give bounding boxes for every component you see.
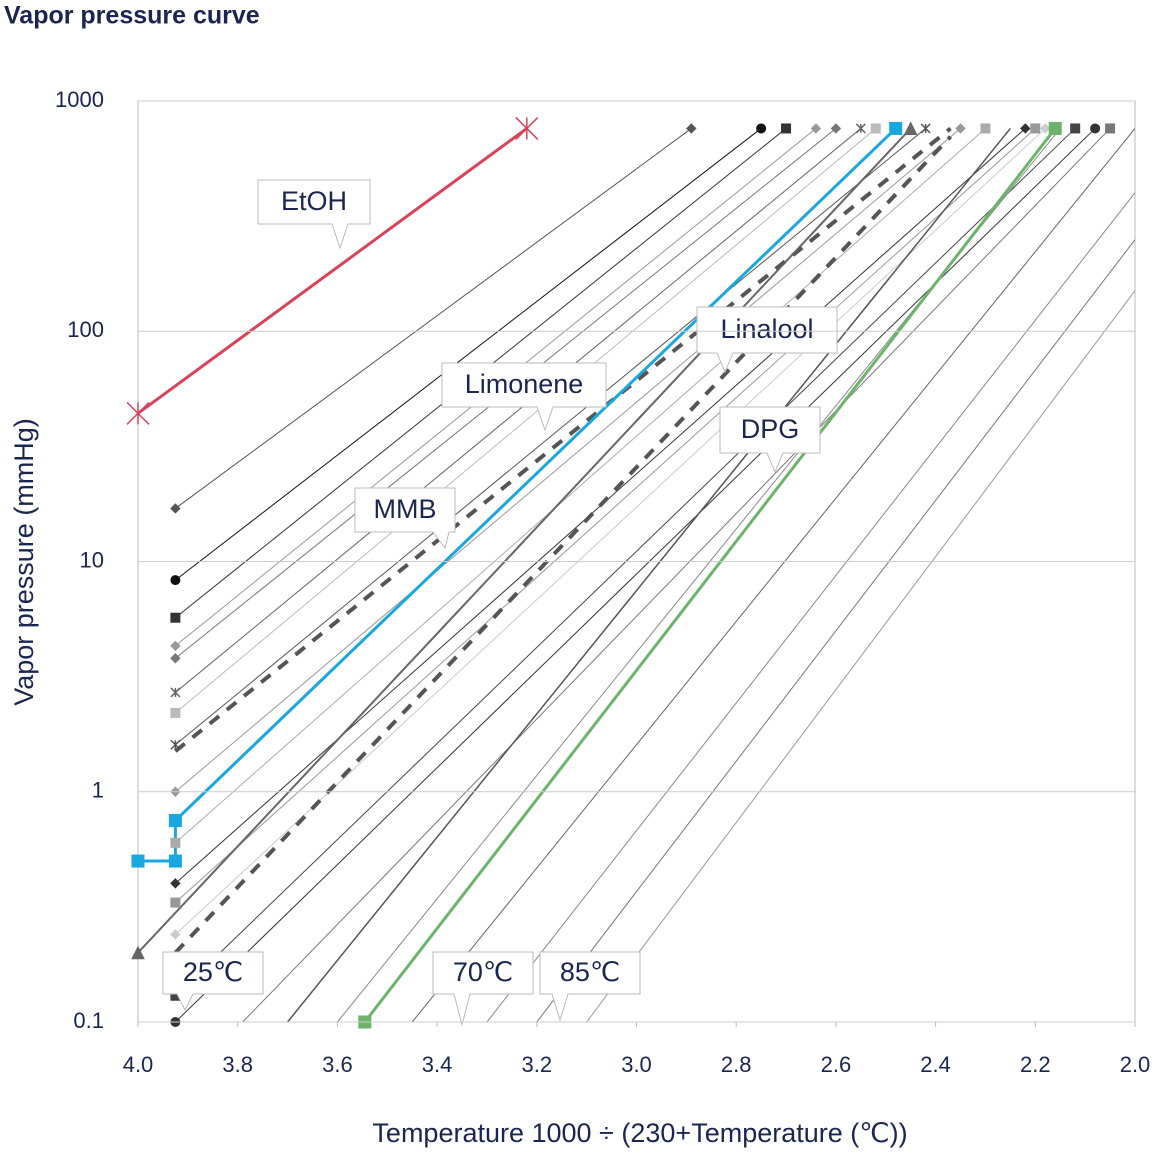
callout-label: Linalool (720, 314, 813, 344)
series-line (138, 127, 897, 863)
marker (131, 945, 145, 960)
callout-label: Limonene (465, 369, 584, 399)
marker (920, 123, 931, 134)
x-tick-label: 4.0 (123, 1052, 154, 1077)
marker (170, 739, 181, 750)
y-tick-label: 0.1 (73, 1008, 104, 1033)
marker (168, 814, 182, 828)
x-tick-label: 3.8 (222, 1052, 253, 1077)
marker-layer (126, 116, 1116, 1029)
marker (1020, 123, 1031, 134)
series-line (175, 128, 862, 693)
marker (170, 878, 181, 889)
series-line (175, 128, 926, 746)
x-tick-label: 2.2 (1020, 1052, 1051, 1077)
y-tick-label: 1000 (55, 87, 104, 112)
marker (515, 116, 539, 140)
y-tick-label: 100 (67, 317, 104, 342)
x-tick-label: 2.6 (821, 1052, 852, 1077)
marker (1040, 123, 1051, 134)
x-tick-label: 3.6 (322, 1052, 353, 1077)
y-axis-label: Vapor pressure (mmHg) (9, 418, 39, 706)
callout-box (432, 951, 534, 1026)
marker (1070, 123, 1081, 134)
callout-box (257, 179, 371, 250)
y-tick-label: 1 (92, 778, 104, 803)
series-line (174, 126, 952, 753)
marker (1105, 123, 1116, 134)
series-line (175, 128, 1076, 997)
marker (168, 854, 182, 868)
x-tick-label: 3.4 (422, 1052, 453, 1077)
series-line (175, 128, 877, 714)
marker (889, 121, 903, 135)
marker (980, 123, 991, 134)
marker (955, 123, 966, 134)
callout-box (539, 951, 641, 1022)
callout-label: DPG (741, 414, 800, 444)
callout-box (696, 306, 838, 374)
series-line (175, 128, 1046, 935)
callout-box (719, 406, 821, 474)
x-axis-label: Temperature 1000 ÷ (230+Temperature (℃)) (372, 1118, 907, 1148)
marker (855, 123, 866, 134)
x-tick-label: 2.4 (920, 1052, 951, 1077)
marker (756, 123, 767, 134)
x-tick-label: 2.0 (1120, 1052, 1151, 1077)
x-tick-label: 3.2 (522, 1052, 553, 1077)
callout-label: 70℃ (453, 957, 513, 987)
callout-label: 85℃ (560, 957, 620, 987)
series-line (536, 239, 1135, 1022)
marker (1030, 123, 1041, 134)
marker (170, 897, 181, 908)
marker (126, 401, 150, 425)
marker (810, 123, 822, 134)
marker (781, 123, 792, 134)
series-line (175, 128, 1096, 1022)
x-tick-label: 3.0 (621, 1052, 652, 1077)
annotation-layer: EtOH Linalool Limonene DPG MMB 25℃ 70℃ 85℃ (162, 179, 838, 1026)
callout-label: 25℃ (183, 957, 243, 987)
series-line (138, 127, 528, 415)
marker (170, 503, 181, 514)
series-line (138, 127, 912, 954)
marker (1090, 123, 1101, 134)
series-line (173, 135, 953, 955)
series-line (241, 128, 1111, 1022)
marker (170, 612, 181, 623)
callout-box (162, 951, 264, 1012)
marker (170, 707, 181, 718)
marker (170, 687, 181, 698)
marker (170, 837, 181, 848)
marker (170, 653, 181, 664)
series-line (286, 127, 1011, 1022)
callout-box (354, 487, 456, 550)
series-line (586, 290, 1135, 1022)
marker (830, 123, 842, 134)
callout-box (441, 362, 607, 432)
series-line (175, 128, 762, 581)
series-line (175, 128, 1036, 903)
marker (170, 575, 181, 586)
series-line (175, 128, 986, 844)
marker (131, 854, 145, 868)
marker (170, 640, 181, 652)
chart-title: Vapor pressure curve (4, 2, 260, 30)
series-line (411, 128, 1135, 1022)
marker (686, 123, 697, 134)
y-tick-label: 10 (80, 547, 104, 572)
marker (903, 121, 918, 135)
marker (1048, 121, 1062, 135)
series-line (363, 127, 1057, 1022)
x-tick-label: 2.8 (721, 1052, 752, 1077)
series-layer (138, 126, 1135, 1022)
series-line (175, 128, 961, 793)
marker (170, 929, 181, 940)
series-line (175, 128, 692, 509)
callout-label: EtOH (281, 186, 347, 216)
marker (870, 123, 881, 134)
callout-label: MMB (374, 494, 437, 524)
